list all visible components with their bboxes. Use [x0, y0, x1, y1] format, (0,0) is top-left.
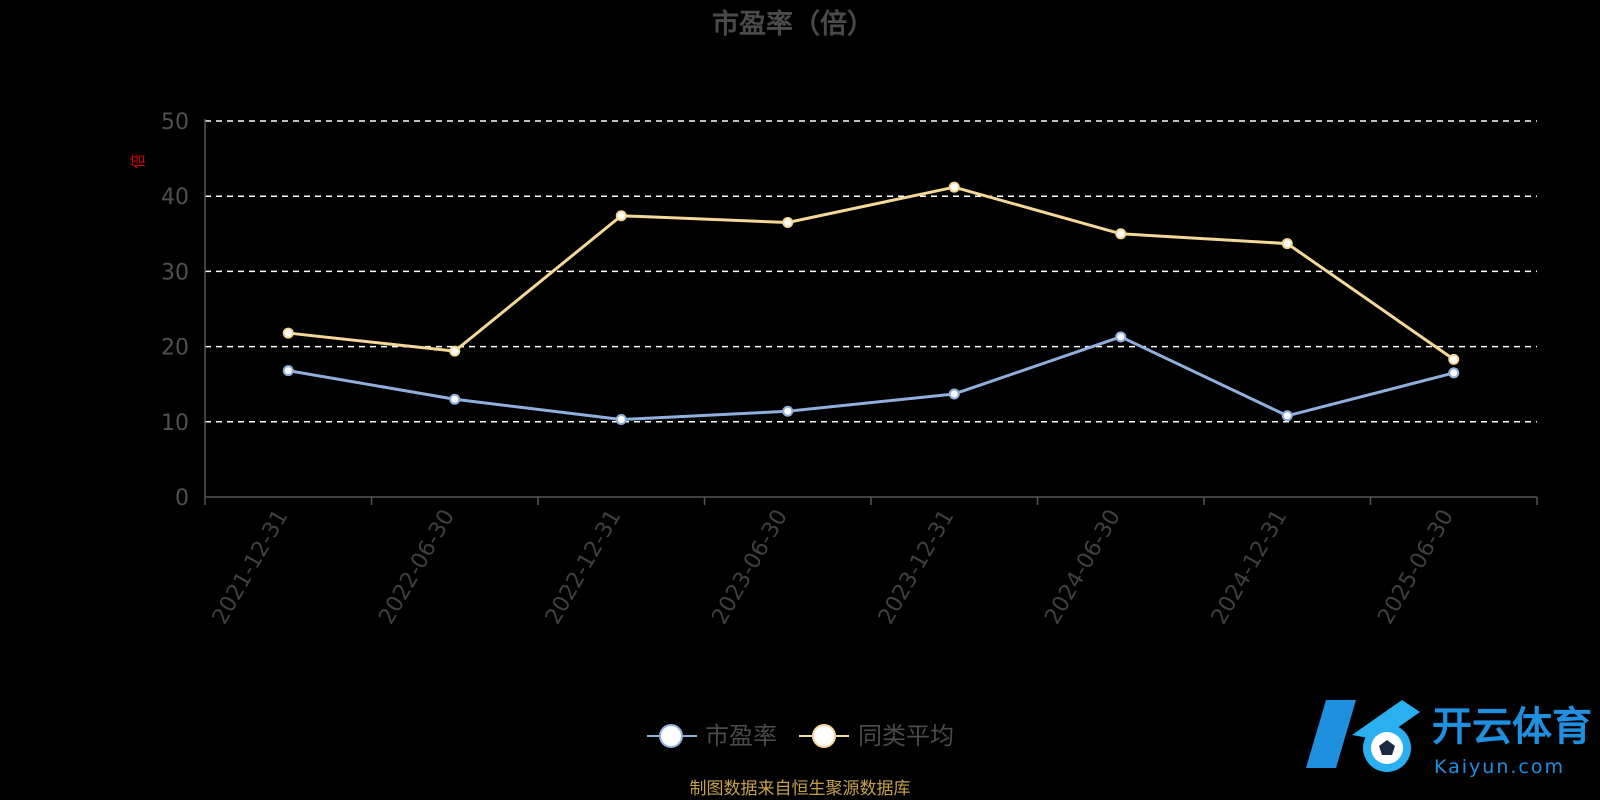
series-peer-average [282, 181, 1460, 365]
y-tick-label: 10 [161, 411, 189, 436]
data-point[interactable] [1281, 238, 1293, 250]
data-point[interactable] [449, 393, 461, 405]
x-tick-label: 2025-06-30 [1373, 506, 1459, 629]
x-tick-label: 2021-12-31 [208, 506, 294, 629]
data-point[interactable] [782, 405, 794, 417]
y-tick-label: 20 [161, 336, 189, 361]
data-point[interactable] [282, 327, 294, 339]
legend-item-pe[interactable]: 市盈率 [647, 722, 777, 750]
data-point[interactable] [282, 365, 294, 377]
data-point[interactable] [948, 181, 960, 193]
x-tick-label: 2024-06-30 [1040, 506, 1126, 629]
y-tick-label: 40 [161, 185, 189, 210]
data-point[interactable] [1115, 331, 1127, 343]
data-point[interactable] [615, 414, 627, 426]
logo-url: Kaiyun.com [1434, 756, 1565, 778]
y-tick-labels: 0 10 20 30 40 50 [161, 110, 189, 511]
watermark-logo: 开云体育 Kaiyun.com [1306, 700, 1592, 778]
y-tick-label: 0 [175, 486, 189, 511]
series-line [288, 185, 1455, 361]
legend-item-peer-average[interactable]: 同类平均 [799, 722, 954, 750]
logo-name: 开云体育 [1432, 704, 1592, 750]
data-source-note: 制图数据来自恒生聚源数据库 [690, 779, 911, 799]
data-point[interactable] [1448, 367, 1460, 379]
axes [204, 119, 1538, 505]
series-line [287, 335, 1455, 422]
grid-lines [205, 120, 1537, 423]
x-tick-label: 2022-06-30 [374, 506, 460, 629]
x-tick-label: 2024-12-31 [1207, 506, 1293, 629]
data-point[interactable] [782, 217, 794, 229]
x-tick-label: 2023-12-31 [874, 506, 960, 629]
y-tick-label: 30 [161, 260, 189, 285]
y-tick-label: 50 [161, 110, 189, 135]
data-point[interactable] [615, 210, 627, 222]
series-layer [282, 181, 1460, 426]
data-point[interactable] [1115, 228, 1127, 240]
data-point[interactable] [449, 345, 461, 357]
x-tick-labels: 2021-12-31 2022-06-30 2022-12-31 2023-06-30… [208, 506, 1459, 629]
data-point[interactable] [1281, 410, 1293, 422]
legend-label-peer-average: 同类平均 [858, 722, 954, 750]
legend-label-pe: 市盈率 [705, 722, 777, 750]
x-tick-label: 2023-06-30 [707, 506, 793, 629]
legend: 市盈率 同类平均 [647, 722, 954, 750]
legend-marker-pe [659, 724, 683, 748]
k-soccer-ball-logo-icon [1306, 700, 1420, 772]
data-point[interactable] [1448, 353, 1460, 365]
legend-marker-peer-average [812, 724, 836, 748]
y-axis-label: 倍 [129, 153, 147, 168]
x-tick-label: 2022-12-31 [541, 506, 627, 629]
series-pe [282, 331, 1460, 426]
chart-title: 市盈率（倍） [712, 8, 874, 40]
data-point[interactable] [948, 388, 960, 400]
